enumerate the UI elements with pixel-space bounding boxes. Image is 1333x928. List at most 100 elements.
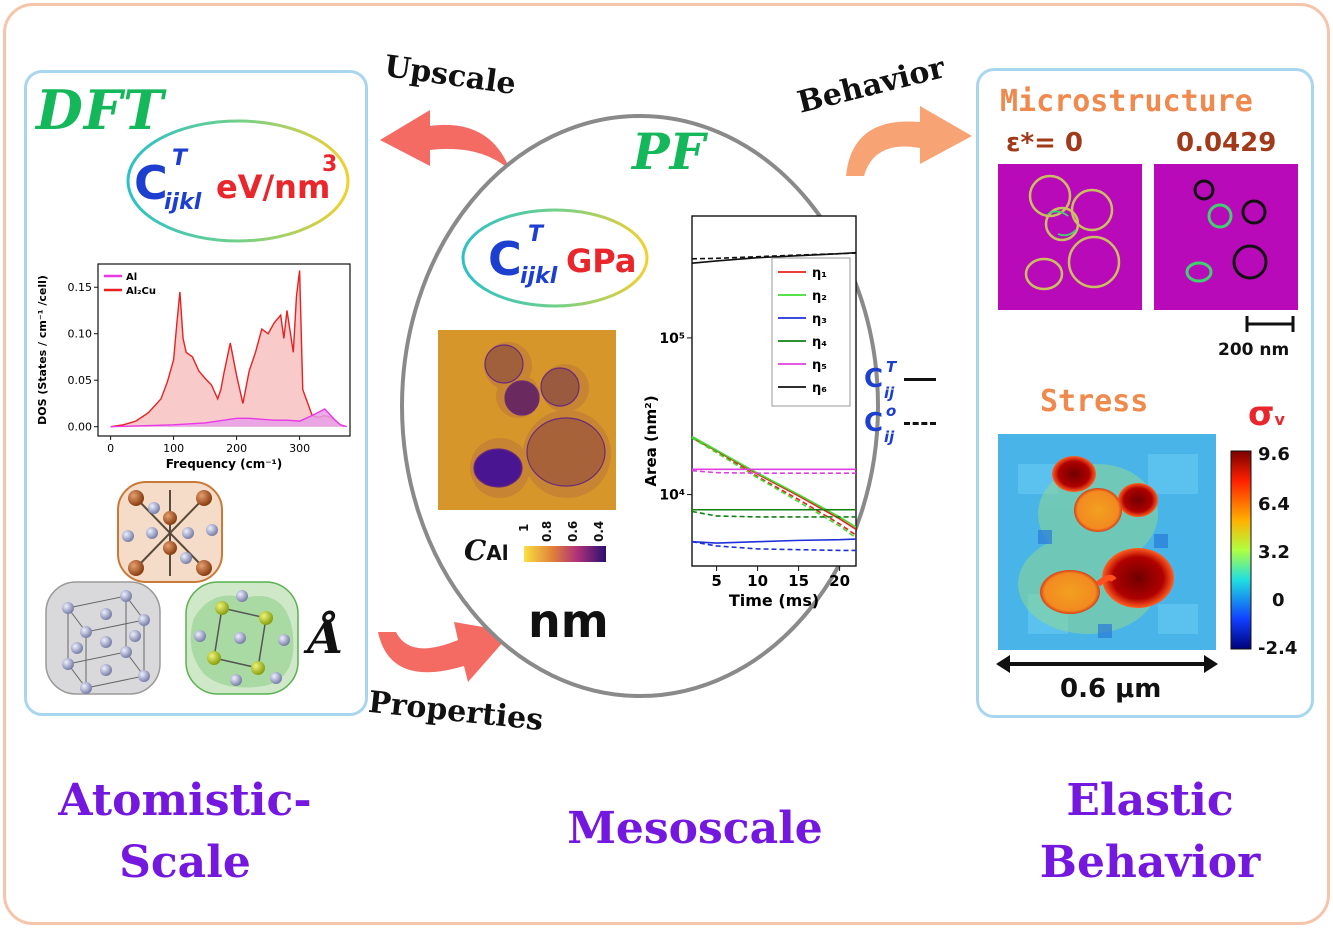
atomistic-scale-label: Atomistic- Scale (20, 770, 350, 894)
area-legend-label: η₄ (812, 335, 827, 350)
side-legend-sub1: ij (884, 384, 895, 402)
pf-ellipse (461, 208, 649, 308)
dos-xtick-label: 200 (226, 442, 247, 455)
area-chart: 5 10 15 20 10⁴ 10⁵ Time (ms) Area (nm²) η₁ η₂ η₃ η₄… (642, 215, 857, 610)
dos-line-al2cu (110, 270, 345, 428)
stress-title: Stress (1040, 384, 1149, 419)
stress-tick-2: 3.2 (1258, 542, 1290, 563)
side-legend-sup2: o (886, 402, 897, 420)
properties-arrow (378, 622, 512, 682)
side-legend-c2: C (864, 408, 884, 438)
side-legend: C T ij C o ij (864, 358, 944, 454)
area-series-2-dashed (691, 437, 857, 539)
conc-sub: Al (486, 541, 509, 565)
dft-title: DFT (36, 78, 165, 142)
dos-legend: Al Al₂Cu (104, 272, 156, 297)
dft-unit-exp: 3 (322, 152, 338, 177)
pf-title: PF (632, 122, 706, 181)
stress-tick-1: 6.4 (1258, 494, 1290, 515)
area-series-2-solid (691, 435, 857, 528)
conc-label: CAl (464, 534, 509, 567)
dos-xtick-label: 100 (163, 442, 184, 455)
dos-chart: 0 100 200 300 0.00 0.05 0.10 0.15 Frequency (cm⁻… (36, 263, 351, 471)
area-legend-label: η₃ (812, 312, 827, 327)
stress-tick-0: 9.6 (1258, 444, 1290, 465)
conc-tick-0: 1 (517, 523, 531, 532)
dft-ellipse (126, 119, 350, 243)
stress-colorbar (1230, 450, 1252, 650)
stress-tick-3: 0 (1272, 590, 1285, 611)
area-series-6-solid (691, 251, 857, 264)
cu-atoms (122, 490, 218, 576)
sigma-sub: v (1274, 410, 1285, 429)
area-ylabel: Area (nm²) (642, 395, 660, 486)
conc-tick-3: 0.4 (592, 520, 606, 542)
epsilon-value-2: 0.0429 (1176, 128, 1277, 158)
area-ytick-label: 10⁴ (659, 488, 685, 504)
area-xtick-label: 15 (788, 572, 809, 590)
elastic-behavior-label: Elastic Behavior (980, 770, 1320, 894)
epsilon-label: ε*= 0 (1006, 128, 1083, 158)
behavior-arrow (846, 106, 972, 176)
dos-xtick-label: 0 (107, 442, 114, 455)
dft-tensor-symbol: C (134, 156, 168, 210)
dos-legend-label: Al₂Cu (126, 286, 156, 297)
elastic-line-1: Elastic (1066, 775, 1234, 826)
area-xtick-label: 20 (829, 572, 850, 590)
area-xtick-label: 10 (747, 572, 768, 590)
stress-tick-4: -2.4 (1258, 638, 1298, 659)
pf-tensor-symbol: C (488, 232, 522, 286)
area-series-5-dashed (691, 469, 856, 474)
dos-xtick-label: 300 (289, 442, 310, 455)
outer-frame (3, 3, 1330, 925)
solid-line-sample (904, 378, 936, 381)
width-label: 0.6 μm (1060, 674, 1162, 704)
area-xtick-label: 5 (711, 572, 721, 590)
area-legend-label: η₁ (812, 266, 827, 281)
area-legend-label: η₅ (812, 358, 827, 373)
crystal-structures (45, 481, 299, 695)
dos-area-al2cu (110, 270, 344, 427)
area-legend: η₁ η₂ η₃ η₄ η₅ η₆ (771, 257, 851, 407)
area-ytick-label: 10⁵ (659, 331, 685, 347)
area-legend-label: η₂ (812, 289, 827, 304)
elastic-line-2: Behavior (1039, 837, 1261, 888)
sigma-symbol: σ (1248, 394, 1275, 434)
dos-area-al (110, 409, 347, 427)
dft-unit: eV/nm (216, 168, 331, 206)
side-legend-sup1: T (886, 358, 897, 376)
conc-colorbar (524, 546, 606, 562)
area-legend-box (771, 257, 851, 407)
microstructure-title: Microstructure (1000, 84, 1253, 119)
scale-bar (1245, 316, 1295, 332)
area-series-3-solid (691, 538, 857, 544)
concentration-map (438, 330, 616, 510)
pf-tensor-sub: ijkl (520, 264, 558, 289)
pf-unit: GPa (566, 242, 637, 280)
dos-line-al (110, 408, 348, 428)
microstructure-image-1 (998, 164, 1142, 310)
area-series-4-dashed (691, 510, 856, 518)
side-legend-sub2: ij (884, 428, 895, 446)
dos-xlabel: Frequency (cm⁻¹) (166, 457, 283, 471)
sigma-label: σv (1248, 394, 1285, 434)
conc-symbol: C (464, 534, 487, 567)
angstrom-label: Å (308, 610, 344, 664)
area-legend-label: η₆ (812, 381, 827, 396)
dos-ytick-label: 0.10 (68, 328, 93, 341)
conc-tick-1: 0.8 (540, 520, 554, 542)
side-legend-c1: C (864, 364, 884, 394)
atomistic-line-1: Atomistic- (58, 775, 312, 826)
nm-label: nm (528, 594, 609, 648)
microstructure-image-2 (1154, 164, 1298, 310)
dashed-line-sample (904, 422, 936, 425)
width-arrow (996, 655, 1218, 673)
dft-tensor-sup: T (172, 146, 188, 171)
area-series-6-dashed (691, 252, 857, 260)
pf-tensor-sup: T (528, 222, 544, 247)
dos-ylabel: DOS (States / cm⁻¹ /cell) (36, 275, 49, 425)
mesoscale-label: Mesoscale (567, 803, 823, 854)
area-xlabel: Time (ms) (729, 591, 819, 610)
dos-ytick-label: 0.15 (68, 281, 93, 294)
